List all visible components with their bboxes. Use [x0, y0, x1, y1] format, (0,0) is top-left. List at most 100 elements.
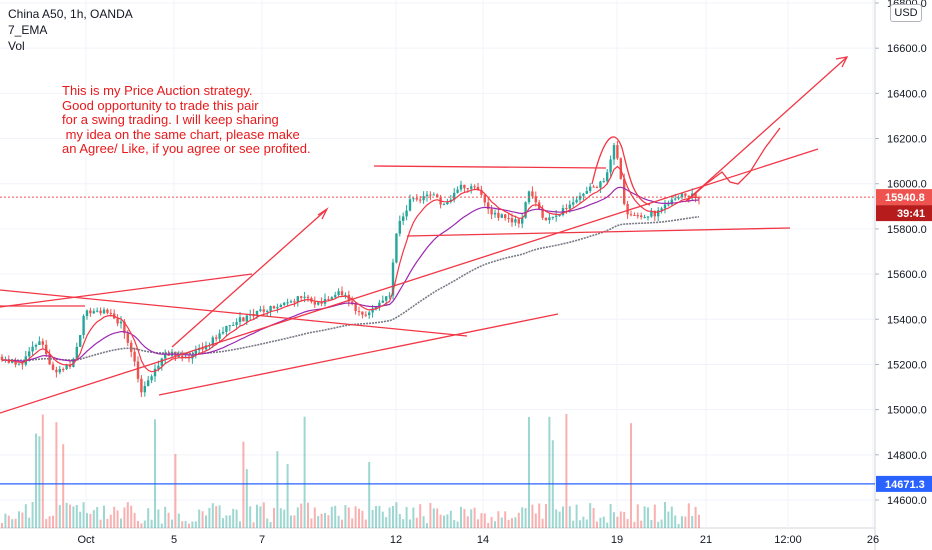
candlesticks — [0, 141, 701, 398]
candle-body — [568, 204, 571, 209]
volume-bar — [565, 413, 568, 528]
note-line: This is my Price Auction strategy. — [62, 83, 253, 98]
volume-bar — [392, 505, 394, 528]
volume-bar — [290, 515, 292, 528]
volume-bar — [555, 509, 558, 528]
candle-body — [412, 198, 415, 200]
trend-line — [158, 313, 559, 396]
volume-bar — [354, 506, 357, 528]
candle-body — [544, 217, 548, 221]
volume-bar — [528, 416, 530, 528]
volume-bar — [463, 508, 466, 528]
volume-bar — [208, 507, 211, 528]
volume-bar — [198, 509, 201, 528]
strategy-note[interactable]: This is my Price Auction strategy. Good … — [62, 83, 311, 157]
volume-bar — [228, 515, 231, 528]
volume-bar — [35, 433, 37, 528]
volume-bar — [657, 521, 660, 528]
volume-bar — [334, 505, 337, 528]
candle-body — [62, 369, 65, 371]
candle-body — [65, 364, 68, 370]
candle-body — [300, 296, 303, 298]
arrow-head — [317, 207, 329, 220]
volume-bar — [72, 506, 75, 528]
trend-drawings — [0, 56, 849, 414]
volume-bar — [449, 510, 452, 528]
candle-body — [575, 199, 578, 203]
candle-body — [228, 325, 231, 327]
volume-bar — [674, 515, 677, 528]
candle-body — [320, 302, 323, 304]
volume-bar — [368, 462, 371, 528]
volume-bar — [473, 507, 476, 528]
candle-body — [565, 208, 568, 210]
volume-bar — [286, 464, 289, 528]
candle-body — [371, 308, 374, 313]
candle-body — [283, 302, 286, 305]
candle-body — [181, 355, 184, 358]
volume-bar — [511, 518, 513, 528]
volume-bar — [201, 511, 204, 528]
volume-bar — [310, 518, 313, 528]
candle-body — [102, 309, 106, 314]
volume-bar — [113, 506, 116, 528]
candle-body — [592, 186, 595, 188]
candle-body — [14, 360, 17, 365]
candle-body — [313, 301, 316, 305]
candle-body — [75, 346, 78, 359]
volume-bar — [24, 504, 27, 528]
candle-body — [21, 363, 24, 365]
candle-body — [272, 306, 276, 309]
volume-bar — [388, 507, 391, 528]
candle-body — [582, 193, 585, 196]
note-line: Good opportunity to trade this pair — [62, 97, 259, 113]
volume-bar — [643, 506, 646, 528]
time-tick-label: 14 — [477, 534, 489, 546]
projection-path — [687, 127, 781, 201]
candle-body — [419, 199, 422, 201]
volume-bar — [405, 507, 408, 528]
candle-body — [119, 321, 123, 324]
ema-indicator-label[interactable]: 7_EMA — [8, 23, 48, 37]
volume-bar — [82, 502, 85, 528]
candle-body — [425, 194, 429, 197]
volume-bar — [548, 416, 551, 528]
volume-bar — [86, 513, 88, 528]
price-tick-label: 15600.0 — [887, 269, 927, 281]
volume-bar — [490, 516, 493, 528]
candle-body — [422, 196, 425, 201]
volume-bar — [194, 521, 197, 528]
trend-line — [0, 148, 819, 414]
countdown-tag — [876, 205, 932, 222]
volume-bar — [320, 513, 323, 528]
volume-bar — [670, 506, 673, 528]
candle-body — [317, 302, 320, 305]
candle-body — [344, 294, 347, 296]
candle-body — [11, 360, 14, 363]
candle-body — [334, 295, 337, 298]
symbol-label[interactable]: China A50, 1h, OANDA — [8, 7, 133, 21]
candle-body — [218, 333, 221, 339]
volume-bar — [660, 519, 663, 528]
volume-bar — [439, 514, 442, 528]
volume-bar — [616, 516, 619, 528]
volume-indicator-label[interactable]: Vol — [8, 39, 25, 53]
currency-button[interactable]: USD — [890, 4, 922, 22]
volume-bar — [483, 513, 486, 528]
countdown-tag-label: 39:41 — [897, 208, 925, 220]
candle-body — [589, 186, 592, 192]
volume-bar — [585, 519, 588, 528]
volume-bar — [143, 520, 146, 528]
candle-body — [660, 208, 663, 211]
volume-bar — [361, 510, 364, 528]
candle-body — [616, 145, 619, 159]
volume-bar — [106, 518, 109, 528]
candle-body — [578, 195, 582, 200]
candle-body — [337, 291, 340, 296]
volume-bar — [579, 520, 581, 528]
trend-line — [406, 227, 791, 237]
candle-body — [667, 204, 670, 206]
volume-bar — [330, 506, 333, 528]
candle-body — [493, 212, 497, 215]
